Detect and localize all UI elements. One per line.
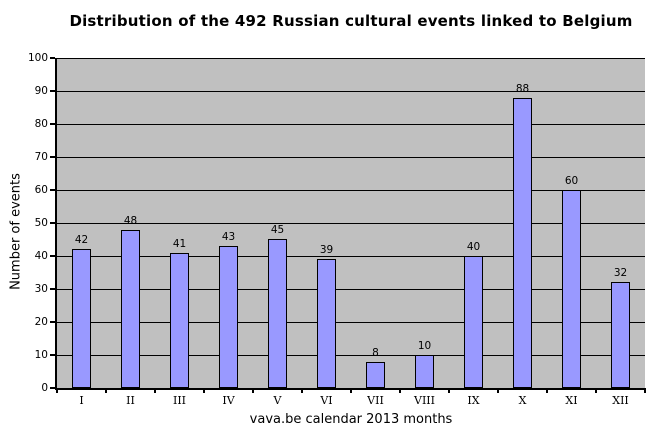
x-tick-label: III xyxy=(172,394,187,407)
bar xyxy=(121,230,140,388)
x-tick-label: II xyxy=(126,394,135,407)
x-tick-label: IX xyxy=(467,394,480,407)
x-tick-mark xyxy=(56,388,58,393)
x-tick-mark xyxy=(448,388,450,393)
bar xyxy=(366,362,385,388)
x-tick-mark xyxy=(301,388,303,393)
x-tick-label: VII xyxy=(367,394,384,407)
y-axis-title: Number of events xyxy=(8,173,24,290)
x-axis-title: vava.be calendar 2013 months xyxy=(249,412,453,427)
bar-value-label: 32 xyxy=(613,267,628,279)
y-axis-line xyxy=(55,58,57,390)
bar xyxy=(219,246,238,388)
bar xyxy=(562,190,581,388)
bar-value-label: 88 xyxy=(515,83,530,95)
y-tick-label: 20 xyxy=(34,316,48,328)
gridline xyxy=(57,256,645,257)
bar-value-label: 42 xyxy=(74,234,89,246)
gridline xyxy=(57,223,645,224)
x-tick-mark xyxy=(546,388,548,393)
y-tick-label: 70 xyxy=(34,151,48,163)
gridline xyxy=(57,58,645,59)
bar-value-label: 60 xyxy=(564,175,579,187)
bar-value-label: 39 xyxy=(319,244,334,256)
bar-value-label: 40 xyxy=(466,241,481,253)
x-tick-label: V xyxy=(273,394,282,407)
y-tick-mark xyxy=(50,222,55,224)
bar-value-label: 43 xyxy=(221,231,236,243)
bar xyxy=(513,98,532,388)
bar xyxy=(170,253,189,388)
x-tick-label: I xyxy=(79,394,84,407)
y-tick-mark xyxy=(50,321,55,323)
y-tick-label: 90 xyxy=(34,85,48,97)
y-tick-label: 50 xyxy=(34,217,48,229)
gridline xyxy=(57,157,645,158)
bar-value-label: 10 xyxy=(417,340,432,352)
x-tick-mark xyxy=(252,388,254,393)
bar-value-label: 41 xyxy=(172,238,187,250)
bar-value-label: 48 xyxy=(123,215,138,227)
y-tick-label: 30 xyxy=(34,283,48,295)
gridline xyxy=(57,322,645,323)
gridline xyxy=(57,355,645,356)
bar-value-label: 8 xyxy=(372,347,379,359)
bar xyxy=(611,282,630,388)
x-tick-mark xyxy=(203,388,205,393)
bar-value-label: 45 xyxy=(270,224,285,236)
bar xyxy=(415,355,434,388)
y-tick-label: 40 xyxy=(34,250,48,262)
bar xyxy=(464,256,483,388)
x-tick-label: IV xyxy=(222,394,235,407)
x-tick-label: XI xyxy=(565,394,578,407)
gridline xyxy=(57,124,645,125)
y-tick-mark xyxy=(50,255,55,257)
y-tick-mark xyxy=(50,354,55,356)
y-tick-mark xyxy=(50,189,55,191)
gridline xyxy=(57,190,645,191)
x-tick-mark xyxy=(350,388,352,393)
gridline xyxy=(57,289,645,290)
plot-area xyxy=(57,58,645,388)
bar xyxy=(268,239,287,388)
bar xyxy=(72,249,91,388)
x-tick-mark xyxy=(105,388,107,393)
y-tick-mark xyxy=(50,288,55,290)
x-tick-mark xyxy=(497,388,499,393)
y-tick-mark xyxy=(50,90,55,92)
y-tick-label: 10 xyxy=(34,349,48,361)
x-tick-label: XII xyxy=(612,394,629,407)
x-tick-mark xyxy=(644,388,646,393)
y-tick-mark xyxy=(50,57,55,59)
bar xyxy=(317,259,336,388)
x-tick-label: VIII xyxy=(414,394,435,407)
x-tick-label: X xyxy=(518,394,527,407)
y-tick-label: 0 xyxy=(41,382,48,394)
x-tick-mark xyxy=(154,388,156,393)
y-tick-mark xyxy=(50,387,55,389)
y-tick-label: 80 xyxy=(34,118,48,130)
x-tick-label: VI xyxy=(320,394,333,407)
y-tick-label: 60 xyxy=(34,184,48,196)
y-tick-mark xyxy=(50,123,55,125)
chart-title: Distribution of the 492 Russian cultural… xyxy=(69,12,633,30)
y-tick-mark xyxy=(50,156,55,158)
x-tick-mark xyxy=(595,388,597,393)
x-tick-mark xyxy=(399,388,401,393)
gridline xyxy=(57,91,645,92)
y-tick-label: 100 xyxy=(27,52,48,64)
